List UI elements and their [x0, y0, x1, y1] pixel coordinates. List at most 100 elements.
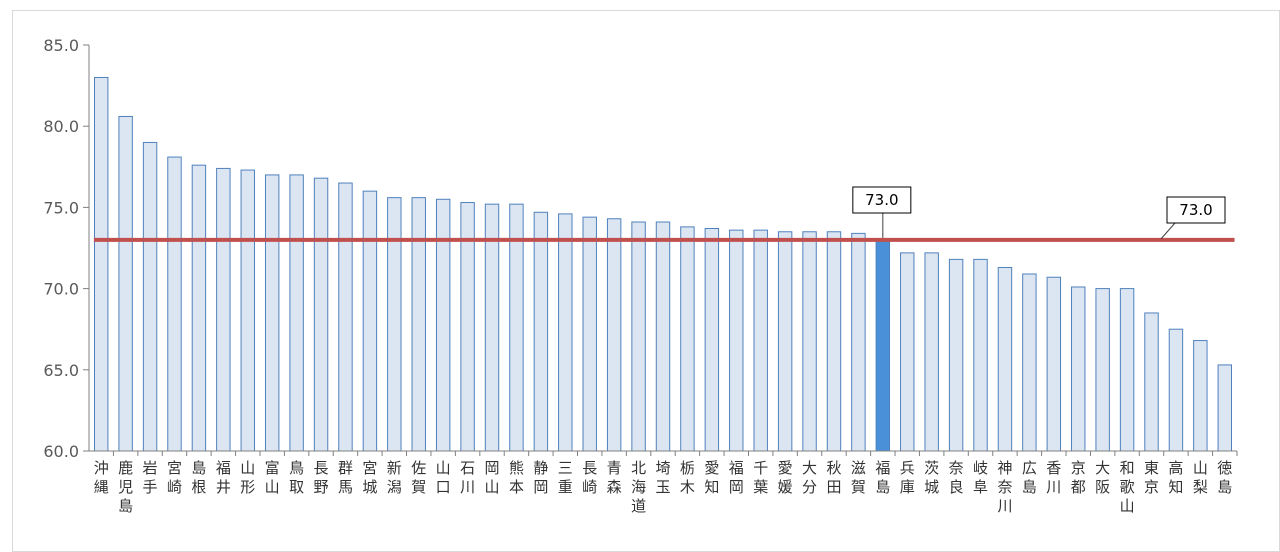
x-tick-label: 静岡 — [533, 459, 548, 496]
highlight-callout-text: 73.0 — [865, 191, 898, 209]
bar — [264, 174, 280, 452]
x-tick-label: 福井 — [216, 459, 231, 496]
y-tick-label: 65.0 — [43, 361, 79, 380]
highlight-callout: 73.0 — [852, 186, 912, 238]
bar — [216, 167, 231, 452]
bar — [338, 182, 353, 452]
bar — [1217, 364, 1232, 452]
bar — [558, 213, 573, 452]
reference-line-callout: 73.0 — [1160, 196, 1226, 240]
x-tick-label: 長崎 — [582, 459, 597, 496]
x-tick-label: 和歌山 — [1120, 459, 1135, 515]
x-tick-label: 富山 — [265, 459, 280, 496]
x-tick-label: 秋田 — [826, 459, 841, 496]
x-tick-label: 神奈川 — [997, 459, 1012, 515]
reference-line-callout-box — [1166, 196, 1226, 224]
y-tick-label: 75.0 — [43, 198, 79, 217]
reference-line-callout-text: 73.0 — [1179, 201, 1212, 219]
bar — [387, 197, 402, 452]
x-tick-label: 栃木 — [680, 459, 695, 496]
bar — [729, 229, 744, 452]
x-tick-label: 熊本 — [509, 459, 524, 496]
bar — [1119, 288, 1135, 452]
reference-line-callout-leader — [1160, 222, 1176, 240]
x-tick-label: 岡山 — [485, 459, 500, 496]
x-tick-label: 埼玉 — [655, 459, 670, 496]
x-tick-label: 福岡 — [729, 459, 744, 496]
x-tick-label: 京都 — [1071, 459, 1086, 496]
x-tick-label: 島根 — [191, 459, 206, 496]
x-tick-label: 石川 — [460, 459, 475, 496]
bar — [191, 164, 207, 452]
x-tick-label: 長野 — [314, 459, 329, 496]
x-tick-label: 徳島 — [1217, 459, 1232, 496]
x-tick-label: 宮崎 — [167, 459, 182, 496]
bar — [435, 198, 451, 452]
y-tick-label: 70.0 — [43, 280, 79, 299]
bar — [900, 252, 915, 452]
bar — [1168, 328, 1184, 452]
bar — [802, 231, 817, 452]
bars — [94, 76, 1232, 452]
x-tick-label: 岐阜 — [973, 459, 988, 496]
x-tick-label: 兵庫 — [900, 459, 915, 496]
bar — [1046, 276, 1062, 452]
bar — [1193, 340, 1208, 452]
x-tick-label: 福島 — [875, 459, 890, 496]
bar-chart: 60.0 65.0 70.0 75.0 80.0 85.0 沖縄鹿児島岩手宮崎島根福井山形… — [43, 36, 1238, 515]
x-tick-label: 佐賀 — [411, 459, 426, 496]
bar — [142, 141, 158, 452]
x-tick-label: 沖縄 — [94, 459, 109, 496]
x-tick-label: 大阪 — [1095, 459, 1110, 496]
x-tick-label: 三重 — [558, 459, 573, 496]
x-tick-label: 奈良 — [949, 459, 964, 496]
y-tick-label: 80.0 — [43, 117, 79, 136]
x-tick-label: 滋賀 — [851, 459, 866, 496]
bar — [753, 229, 768, 452]
y-axis: 60.0 65.0 70.0 75.0 80.0 85.0 — [43, 36, 90, 461]
x-tick-label: 愛知 — [704, 459, 719, 496]
bar — [1095, 288, 1110, 452]
bar — [631, 221, 646, 452]
bar-highlight — [875, 239, 891, 452]
bar — [973, 258, 988, 452]
x-tick-label: 山形 — [240, 459, 255, 496]
x-tick-label: 千葉 — [753, 459, 768, 496]
bar — [167, 156, 182, 452]
bar — [313, 177, 329, 452]
x-tick-label: 山口 — [436, 459, 451, 496]
bar — [533, 211, 549, 452]
bar — [289, 174, 304, 452]
x-tick-label: 山梨 — [1193, 459, 1208, 496]
bar — [411, 197, 426, 452]
bar — [1022, 273, 1037, 452]
bar — [924, 252, 939, 452]
bar — [997, 266, 1013, 452]
bar — [582, 216, 597, 452]
bar — [362, 190, 378, 452]
x-tick-label: 宮城 — [362, 459, 377, 496]
x-tick-label: 大分 — [802, 459, 817, 496]
x-tick-label: 青森 — [607, 459, 622, 496]
x-tick-label: 東京 — [1144, 459, 1159, 496]
bar — [240, 169, 255, 452]
bar — [704, 228, 720, 452]
bar — [851, 232, 866, 452]
x-tick-label: 岩手 — [143, 459, 158, 496]
x-tick-label: 鹿児島 — [118, 459, 133, 515]
bar — [826, 231, 842, 452]
callouts: 73.0 73.0 — [852, 186, 1226, 240]
x-tick-label: 茨城 — [924, 459, 939, 496]
y-tick-label: 60.0 — [43, 442, 79, 461]
bar — [777, 231, 793, 452]
bar — [655, 221, 671, 452]
bar — [680, 226, 695, 452]
bar — [948, 258, 964, 452]
x-axis: 沖縄鹿児島岩手宮崎島根福井山形富山鳥取長野群馬宮城新潟佐賀山口石川岡山熊本静岡三… — [89, 450, 1238, 515]
bar — [606, 218, 622, 452]
x-tick-label: 香川 — [1046, 459, 1061, 496]
x-tick-label: 愛媛 — [778, 459, 793, 496]
x-tick-label: 群馬 — [338, 459, 353, 496]
bar — [94, 76, 109, 452]
x-tick-label: 高知 — [1168, 459, 1183, 496]
